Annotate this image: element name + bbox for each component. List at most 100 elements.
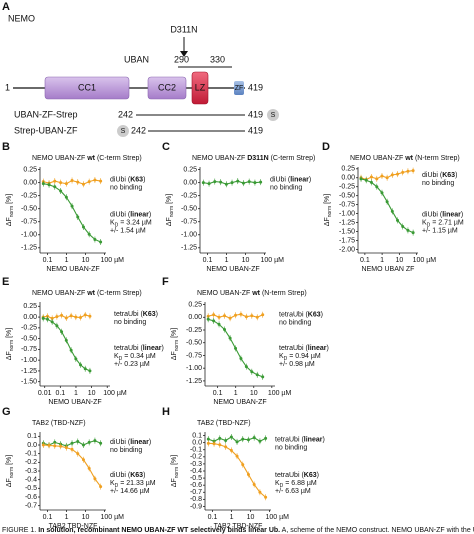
tag-label: S bbox=[121, 128, 126, 135]
data-point bbox=[53, 179, 57, 183]
text-segment: +/- 6.63 µM bbox=[275, 488, 311, 495]
y-tick-label: -0.50 bbox=[21, 335, 37, 342]
data-point bbox=[87, 180, 91, 184]
text-segment: K63 bbox=[130, 176, 143, 183]
annotation: KD = 0.94 µM bbox=[279, 353, 321, 362]
y-tick-label: -0.6 bbox=[25, 494, 37, 501]
data-point bbox=[218, 443, 222, 447]
data-point bbox=[259, 180, 263, 184]
data-point bbox=[390, 173, 394, 177]
data-point bbox=[70, 447, 74, 451]
text-segment: (C-term Strep) bbox=[95, 290, 142, 297]
data-point bbox=[50, 320, 54, 324]
fit-line bbox=[43, 317, 91, 372]
data-point bbox=[212, 442, 216, 446]
annotation: KD = 0.34 µM bbox=[114, 353, 156, 362]
x-tick-label: 1 bbox=[225, 257, 229, 264]
text-segment: norm bbox=[174, 340, 180, 351]
data-point bbox=[258, 490, 262, 494]
x-tick-label: 1 bbox=[234, 390, 238, 397]
y-tick-label: -0.75 bbox=[339, 201, 355, 208]
construct-end: 419 bbox=[248, 109, 263, 119]
y-tick-label: -1.50 bbox=[339, 228, 355, 235]
data-point bbox=[93, 178, 97, 182]
annotation: no binding bbox=[279, 319, 311, 326]
y-tick-label: -0.1 bbox=[190, 447, 202, 454]
y-tick-label: -0.50 bbox=[339, 193, 355, 200]
y-tick-label: 0.25 bbox=[188, 301, 202, 308]
panel-title: TAB2 (TBD-NZF) bbox=[197, 420, 251, 427]
data-point bbox=[222, 314, 226, 318]
annotation: +/- 0.98 µM bbox=[279, 361, 315, 368]
y-tick-label: 0.0 bbox=[192, 439, 202, 446]
text-segment: wt bbox=[251, 290, 260, 297]
construct-start: 242 bbox=[131, 125, 146, 135]
y-tick-label: -0.2 bbox=[190, 454, 202, 461]
panel-letter: F bbox=[162, 276, 169, 288]
text-segment: D bbox=[284, 357, 288, 363]
y-tick-label: -1.50 bbox=[21, 379, 37, 386]
y-tick-label: -0.75 bbox=[21, 346, 37, 353]
text-segment: ) bbox=[156, 311, 158, 318]
y-tick-label: -0.75 bbox=[21, 219, 37, 226]
x-tick-label: 0.1 bbox=[208, 514, 218, 521]
data-point bbox=[64, 338, 68, 342]
data-point bbox=[99, 179, 103, 183]
text-segment: NEMO UBAN-ZF bbox=[32, 155, 87, 162]
y-tick-label: 0.25 bbox=[341, 166, 355, 173]
text-segment: = 3.24 µM bbox=[118, 219, 152, 226]
data-point bbox=[219, 180, 223, 184]
data-point bbox=[261, 313, 265, 317]
annotation: no binding bbox=[275, 444, 307, 451]
panel-title: NEMO UBAN-ZF wt (N-term Strep) bbox=[350, 155, 460, 162]
x-tick-label: 10 bbox=[247, 514, 255, 521]
text-segment: ) bbox=[322, 436, 324, 443]
x-axis-label: NEMO UBAN-ZF bbox=[46, 266, 99, 273]
data-point bbox=[99, 441, 103, 445]
data-point bbox=[83, 367, 87, 371]
data-point bbox=[47, 443, 51, 447]
data-point bbox=[79, 316, 83, 320]
data-point bbox=[79, 363, 83, 367]
data-point bbox=[212, 319, 216, 323]
y-tick-label: 0.1 bbox=[192, 432, 202, 439]
text-segment: wt bbox=[86, 155, 95, 162]
data-point bbox=[87, 232, 91, 236]
data-point bbox=[99, 485, 103, 489]
tag-label: S bbox=[271, 112, 276, 119]
mutation-label: D311N bbox=[170, 24, 197, 34]
text-segment: [%] bbox=[6, 194, 13, 206]
data-point bbox=[81, 182, 85, 186]
text-segment: linear bbox=[290, 176, 309, 183]
annotation: no binding bbox=[110, 447, 142, 454]
x-axis-label: TAB2 TBD-NZF bbox=[49, 523, 98, 530]
data-point bbox=[45, 314, 49, 318]
text-segment: (C-term Strep) bbox=[269, 155, 316, 162]
text-segment: norm bbox=[327, 206, 333, 217]
text-segment: no binding bbox=[422, 180, 454, 187]
data-point bbox=[217, 322, 221, 326]
x-tick-label: 10 bbox=[82, 257, 90, 264]
panel-letter: B bbox=[2, 141, 10, 153]
y-tick-label: -0.50 bbox=[181, 206, 197, 213]
y-tick-label: -0.8 bbox=[190, 496, 202, 503]
data-point bbox=[41, 316, 45, 320]
x-tick-label: 100 µM bbox=[260, 257, 284, 264]
data-point bbox=[74, 315, 78, 319]
annotation: +/- 14.66 µM bbox=[110, 488, 150, 495]
data-point bbox=[55, 315, 59, 319]
text-segment: no binding bbox=[279, 319, 311, 326]
text-segment: = 2.71 µM bbox=[430, 219, 464, 226]
data-point bbox=[375, 177, 379, 181]
data-point bbox=[369, 180, 373, 184]
data-point bbox=[264, 436, 268, 440]
x-axis-label: NEMO UBAN-ZF bbox=[213, 399, 266, 406]
text-segment: diUbi ( bbox=[110, 472, 131, 479]
y-tick-label: -0.25 bbox=[21, 325, 37, 332]
x-tick-label: 10 bbox=[88, 390, 96, 397]
text-segment: (N-term Strep) bbox=[260, 290, 307, 297]
panel-letter: C bbox=[162, 141, 170, 153]
text-segment: [%] bbox=[324, 194, 331, 206]
text-segment: ΔF bbox=[171, 351, 178, 360]
data-point bbox=[224, 439, 228, 443]
